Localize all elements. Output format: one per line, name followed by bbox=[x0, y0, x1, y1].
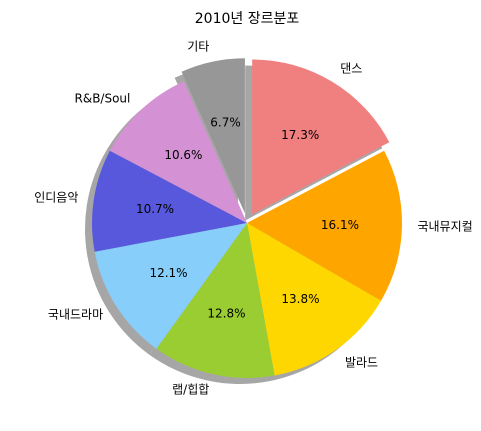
pie-labels: 17.3% 댄스 16.1% 국내뮤지컬 13.8% 발라드 12.8% 랩/힙합 12.1% 국… bbox=[34, 39, 472, 396]
slice-percent-label: 10.7% bbox=[136, 202, 174, 216]
slice-percent-label: 17.3% bbox=[281, 128, 319, 142]
pie-slice-item-5 bbox=[91, 150, 247, 252]
slice-category-label: 발라드 bbox=[345, 356, 378, 370]
pie-slice-r-b-soul bbox=[109, 81, 248, 223]
chart-title: 2010년 장르분포 bbox=[195, 11, 300, 27]
pie-slices bbox=[91, 58, 402, 379]
pie-slice-item-7 bbox=[181, 58, 245, 214]
pie-slice-item-2 bbox=[247, 223, 382, 376]
pie-slice-item-1 bbox=[247, 150, 402, 301]
slice-percent-label: 6.7% bbox=[210, 115, 241, 129]
slice-category-label: 랩/힙합 bbox=[172, 382, 209, 396]
pie-slice-item-0 bbox=[252, 59, 390, 215]
pie-slice-item-4 bbox=[94, 223, 247, 349]
slice-percent-label: 13.8% bbox=[281, 292, 319, 306]
slice-category-label: 댄스 bbox=[340, 61, 362, 75]
slice-category-label: 인디음악 bbox=[34, 191, 78, 205]
slice-category-label: 기타 bbox=[187, 39, 209, 53]
slice-category-label: R&B/Soul bbox=[75, 92, 131, 106]
slice-category-label: 국내뮤지컬 bbox=[417, 219, 472, 233]
slice-percent-label: 12.1% bbox=[149, 266, 187, 280]
slice-percent-label: 16.1% bbox=[321, 218, 359, 232]
slice-percent-label: 10.6% bbox=[164, 148, 202, 162]
slice-category-label: 국내드라마 bbox=[48, 308, 103, 322]
slice-percent-label: 12.8% bbox=[207, 307, 245, 321]
pie-slice-item-3 bbox=[156, 223, 275, 379]
